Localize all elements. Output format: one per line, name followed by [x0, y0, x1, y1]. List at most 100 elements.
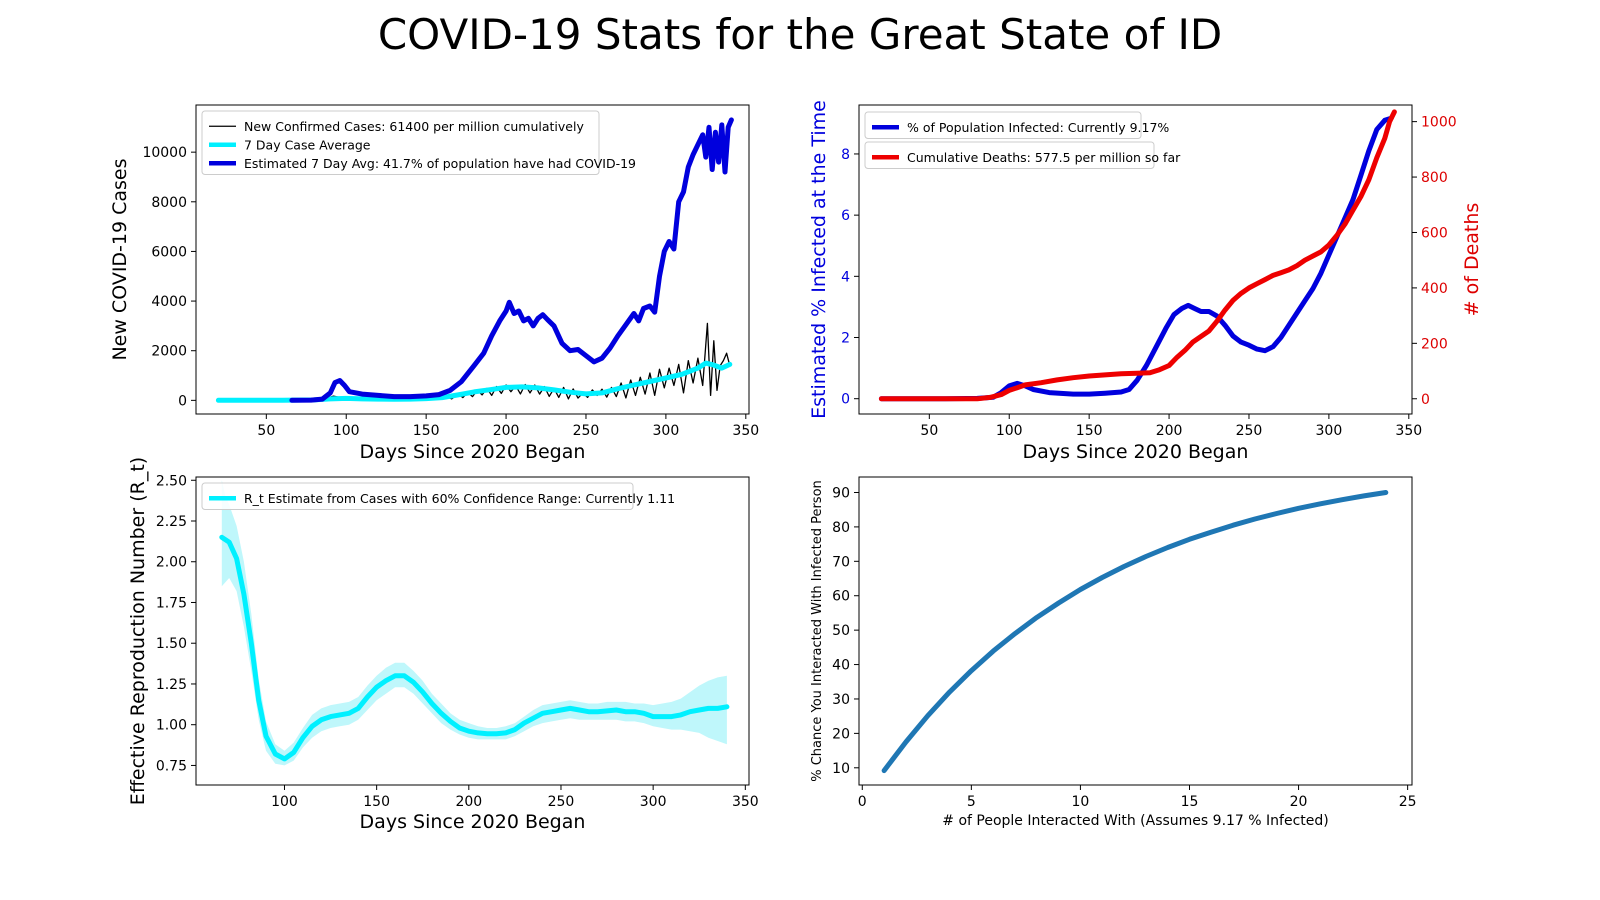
y-tick-label: 0.75 [156, 758, 187, 774]
legend: Cumulative Deaths: 577.5 per million so … [864, 141, 1181, 169]
y-tick-label: 90 [832, 485, 850, 501]
legend-label: Cumulative Deaths: 577.5 per million so … [907, 150, 1181, 165]
y-tick-label: 10 [832, 761, 850, 777]
y-axis-label: New COVID-19 Cases [109, 158, 131, 360]
x-tick-label: 350 [732, 794, 759, 810]
y-tick-label: 70 [832, 554, 850, 570]
y-tick-label: 2.50 [156, 473, 187, 489]
confidence-band [221, 480, 727, 766]
x-tick-label: 10 [1072, 794, 1090, 810]
x-tick-label: 300 [640, 794, 667, 810]
y-tick-label: 1.00 [156, 718, 187, 734]
y-right-tick-label: 400 [1421, 281, 1448, 297]
series-line [215, 360, 733, 403]
y-tick-label: 4000 [151, 294, 187, 310]
x-tick-label: 150 [363, 794, 390, 810]
y-right-tick-label: 1000 [1421, 115, 1457, 131]
legend-box [864, 141, 1155, 169]
y-tick-label: 30 [832, 692, 850, 708]
chart-infected: 50 100 150 200 250 300 350 0 2 4 6 8 Days Since 2020… [808, 100, 1483, 463]
x-tick-label: 250 [1236, 423, 1263, 439]
legend-label: R_t Estimate from Cases with 60% Confide… [244, 491, 675, 506]
x-axis-label: Days Since 2020 Began [360, 441, 586, 463]
series-line [219, 534, 730, 762]
plot-frame [858, 104, 1413, 415]
y-tick-label: 8 [841, 147, 850, 163]
x-tick-label: 25 [1399, 794, 1417, 810]
legend-label: New Confirmed Cases: 61400 per million c… [244, 119, 584, 134]
series-line [881, 490, 1389, 774]
y-tick-label: 6000 [151, 244, 187, 260]
y-axis-label: Effective Reproduction Number (R_t) [127, 457, 149, 805]
x-tick-label: 50 [257, 423, 275, 439]
x-tick-label: 15 [1181, 794, 1199, 810]
y-axis-label: Estimated % Infected at the Time [808, 100, 830, 419]
x-tick-label: 350 [1395, 423, 1422, 439]
legend: New Confirmed Cases: 61400 per million c… [201, 110, 636, 175]
y-tick-label: 6 [841, 208, 850, 224]
y-tick-label: 1.75 [156, 595, 187, 611]
x-tick-label: 0 [858, 794, 867, 810]
legend-label: % of Population Infected: Currently 9.17… [907, 120, 1169, 135]
series-line [878, 109, 1397, 402]
y-right-axis-label: # of Deaths [1461, 203, 1483, 317]
y-axis-label: % Chance You Interacted With Infected Pe… [810, 480, 825, 782]
y-right-tick-label: 0 [1421, 392, 1430, 408]
legend: % of Population Infected: Currently 9.17… [864, 111, 1169, 139]
x-tick-label: 200 [455, 794, 482, 810]
y-tick-label: 2.25 [156, 514, 187, 530]
y-tick-label: 0 [178, 393, 187, 409]
y-tick-label: 0 [841, 392, 850, 408]
x-tick-label: 150 [1076, 423, 1103, 439]
chart-rt: 100 150 200 250 300 350 0.75 1.00 1.25 1.50 1.75 2.… [127, 457, 759, 833]
x-tick-label: 100 [271, 794, 298, 810]
chart-cases: 50 100 150 200 250 300 350 0 2000 4000 6000 8000 100… [109, 104, 759, 463]
page-title: COVID-19 Stats for the Great State of ID [377, 10, 1223, 59]
series-line [878, 115, 1394, 402]
x-axis-label: Days Since 2020 Began [360, 811, 586, 833]
x-tick-label: 5 [967, 794, 976, 810]
series-line [289, 117, 734, 403]
legend-box [201, 110, 600, 175]
y-tick-label: 2 [841, 331, 850, 347]
x-tick-label: 250 [548, 794, 575, 810]
y-tick-label: 4 [841, 269, 850, 285]
y-right-tick-label: 600 [1421, 225, 1448, 241]
x-tick-label: 300 [653, 423, 680, 439]
y-tick-label: 40 [832, 658, 850, 674]
y-tick-label: 60 [832, 589, 850, 605]
legend-label: Estimated 7 Day Avg: 41.7% of population… [244, 156, 636, 171]
y-tick-label: 20 [832, 726, 850, 742]
x-tick-label: 50 [920, 423, 938, 439]
x-tick-label: 20 [1290, 794, 1308, 810]
legend-box [201, 482, 634, 510]
y-right-tick-label: 200 [1421, 336, 1448, 352]
x-tick-label: 100 [996, 423, 1023, 439]
x-axis-label: # of People Interacted With (Assumes 9.1… [942, 813, 1328, 829]
y-tick-label: 1.25 [156, 677, 187, 693]
y-tick-label: 8000 [151, 195, 187, 211]
y-tick-label: 10000 [142, 145, 187, 161]
x-tick-label: 350 [732, 423, 759, 439]
y-tick-label: 2.00 [156, 555, 187, 571]
plot-frame [858, 476, 1413, 786]
y-tick-label: 1.50 [156, 636, 187, 652]
x-tick-label: 300 [1316, 423, 1343, 439]
plot-frame [195, 104, 750, 415]
plot-frame [195, 476, 750, 786]
x-tick-label: 100 [333, 423, 360, 439]
y-tick-label: 2000 [151, 344, 187, 360]
x-tick-label: 200 [493, 423, 520, 439]
x-tick-label: 250 [573, 423, 600, 439]
y-tick-label: 80 [832, 520, 850, 536]
x-tick-label: 150 [413, 423, 440, 439]
chart-interaction: 0 5 10 15 20 25 10 20 30 40 50 60 70 80 90 # of People … [810, 476, 1417, 829]
x-tick-label: 200 [1156, 423, 1183, 439]
legend: R_t Estimate from Cases with 60% Confide… [201, 482, 675, 510]
y-tick-label: 50 [832, 623, 850, 639]
legend-label: 7 Day Case Average [244, 137, 371, 152]
x-axis-label: Days Since 2020 Began [1023, 441, 1249, 463]
legend-box [864, 111, 1142, 139]
y-right-tick-label: 800 [1421, 170, 1448, 186]
